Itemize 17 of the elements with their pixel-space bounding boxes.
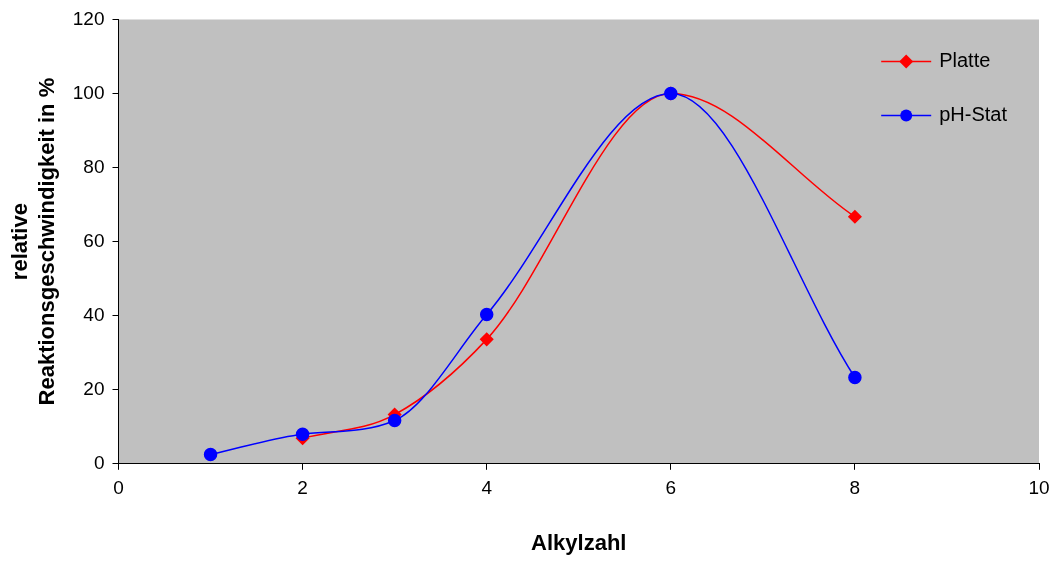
x-tick-label: 10 <box>1028 477 1050 499</box>
x-tick-label: 0 <box>113 477 124 499</box>
y-tick-label: 40 <box>83 303 105 325</box>
y-axis-title: relative Reaktionsgeschwindigkeit in % <box>7 77 59 406</box>
y-tick-label: 100 <box>72 81 105 103</box>
x-axis-title: Alkylzahl <box>531 529 627 555</box>
x-tick-label: 6 <box>665 477 677 499</box>
y-tick-label: 120 <box>72 7 105 29</box>
x-tick-label: 4 <box>481 477 493 499</box>
x-tick-label: 8 <box>849 477 861 499</box>
x-tick-label: 2 <box>297 477 308 499</box>
y-tick-label: 0 <box>93 452 105 474</box>
legend-label: Platte <box>939 48 991 71</box>
y-tick-label: 20 <box>83 377 105 399</box>
legend-label: pH-Stat <box>939 102 1008 125</box>
y-tick-label: 60 <box>83 229 105 251</box>
y-tick-label: 80 <box>83 155 105 177</box>
